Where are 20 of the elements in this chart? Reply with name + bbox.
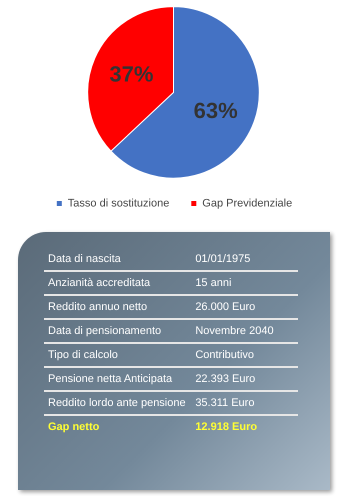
text: Tipo di calcolo xyxy=(44,343,192,367)
data-label: 63% xyxy=(194,98,238,124)
text: Novembre 2040 xyxy=(191,319,298,343)
text: Anzianità accreditata xyxy=(44,271,192,295)
data-label: 37% xyxy=(109,62,154,87)
text: Data di nascita xyxy=(44,248,192,271)
text: Gap netto xyxy=(47,420,100,435)
text: 01/01/1975 xyxy=(191,248,298,271)
text: 15 anni xyxy=(191,271,298,295)
text: Reddito annuo netto xyxy=(44,295,192,319)
legend-label: Gap Previdenziale xyxy=(202,198,292,210)
text: Contributivo xyxy=(191,343,298,367)
text: Pensione netta Anticipata xyxy=(44,367,192,391)
text: 26.000 Euro xyxy=(191,295,298,319)
text: Reddito lordo ante pensione xyxy=(44,391,192,415)
text: 12.918 Euro xyxy=(194,420,258,435)
text: 22.393 Euro xyxy=(191,367,298,391)
text: Data di pensionamento xyxy=(44,319,192,343)
legend-label: Tasso di sostituzione xyxy=(68,198,170,210)
text: 35.311 Euro xyxy=(191,391,298,415)
